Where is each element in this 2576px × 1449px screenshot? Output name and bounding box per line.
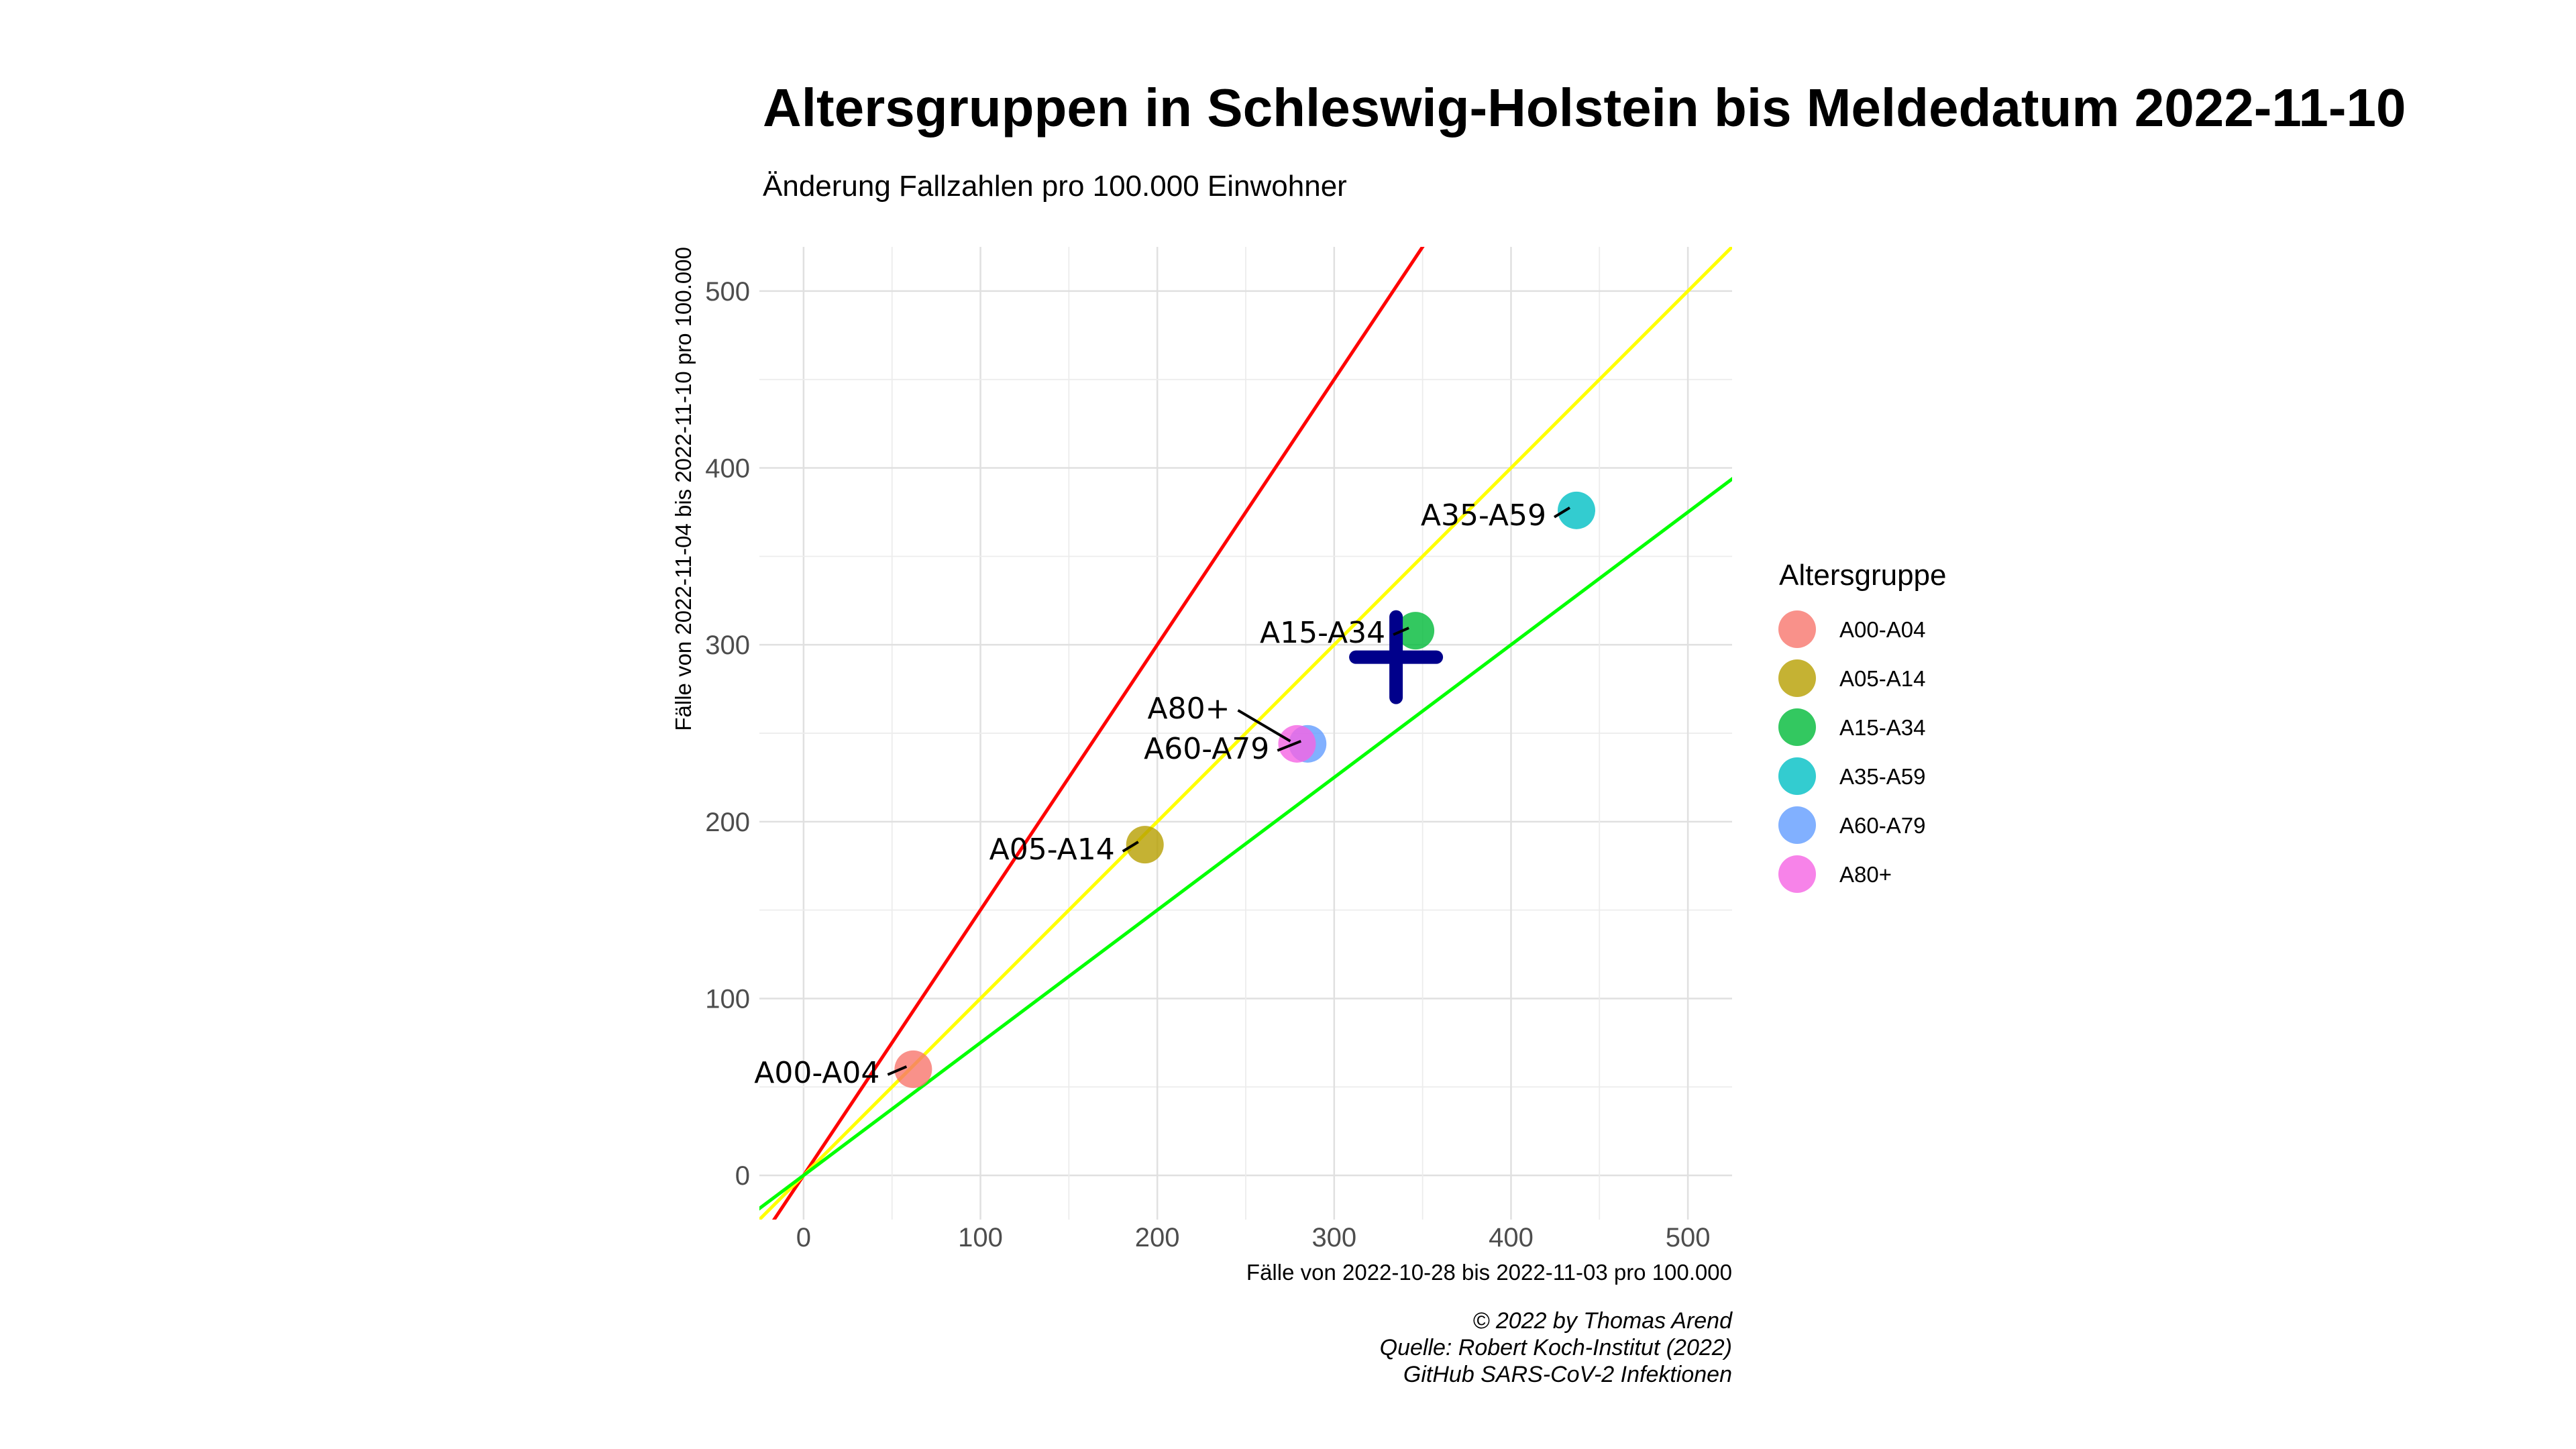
legend-label: A05-A14 [1839,666,1925,691]
label-leader [887,1065,908,1076]
reference-line-2 [759,476,1732,1211]
label-leader [1237,709,1291,743]
caption-github: GitHub SARS-CoV-2 Infektionen [1403,1362,1732,1387]
legend-label: A00-A04 [1839,617,1925,642]
x-tick-label: 300 [1311,1223,1356,1252]
legend-key-a60-a79 [1778,806,1816,844]
y-axis-title: Fälle von 2022-11-04 bis 2022-11-10 pro … [671,247,696,731]
legend-label: A15-A34 [1839,715,1925,740]
label-leader [1553,506,1571,519]
x-tick-label: 200 [1135,1223,1180,1252]
point-a00-a04 [894,1050,932,1088]
x-tick-label: 0 [796,1223,811,1252]
legend-key-a15-a34 [1778,708,1816,746]
legend-title: Altersgruppe [1779,559,1946,592]
x-tick-label: 100 [958,1223,1003,1252]
reference-lines [759,247,1732,1220]
x-tick-label: 500 [1666,1223,1711,1252]
legend-key-a05-a14 [1778,659,1816,697]
point-labels: A00-A04 A05-A14 A15-A34 A35-A59 A60-A79 A80+ [754,498,1571,1090]
x-axis-title: Fälle von 2022-10-28 bis 2022-11-03 pro … [1246,1260,1732,1285]
label-leader [1122,841,1139,853]
chart-subtitle: Änderung Fallzahlen pro 100.000 Einwohne… [763,170,1347,203]
legend: Altersgruppe A00-A04 A05-A14 A15-A34 A35-A5… [1778,559,1946,893]
label-leader [1277,739,1302,752]
point-a15-a34 [1397,612,1435,650]
tick-labels: 0 100 200 300 400 500 0 100 200 300 400 500 [705,277,1710,1252]
point-a05-a14 [1126,826,1164,864]
y-tick-label: 500 [705,277,750,307]
reference-line-1 [759,247,1732,1220]
data-points [894,491,1595,1088]
reference-line-0 [771,247,1425,1220]
legend-key-a00-a04 [1778,610,1816,648]
caption: © 2022 by Thomas Arend Quelle: Robert Ko… [1380,1308,1733,1387]
point-label: A00-A04 [754,1056,879,1090]
legend-key-a80- [1778,855,1816,893]
point-label: A05-A14 [989,833,1115,867]
y-tick-label: 200 [705,808,750,837]
point-label: A60-A79 [1144,732,1269,766]
point-a35-a59 [1558,491,1595,529]
legend-key-a35-a59 [1778,757,1816,795]
point-label: A15-A34 [1260,616,1385,650]
y-tick-label: 100 [705,984,750,1014]
y-tick-label: 0 [735,1161,750,1191]
legend-label: A60-A79 [1839,813,1925,838]
legend-label: A35-A59 [1839,764,1925,789]
overall-mean-marker [1349,610,1444,704]
legend-label: A80+ [1839,862,1892,887]
caption-copyright: © 2022 by Thomas Arend [1472,1308,1733,1334]
y-tick-label: 300 [705,631,750,660]
point-label: A35-A59 [1421,498,1546,533]
y-tick-label: 400 [705,454,750,484]
chart-title: Altersgruppen in Schleswig-Holstein bis … [763,78,2406,138]
label-leader [1393,627,1409,636]
point-label: A80+ [1147,692,1230,726]
caption-source: Quelle: Robert Koch-Institut (2022) [1380,1335,1732,1360]
x-tick-label: 400 [1489,1223,1534,1252]
